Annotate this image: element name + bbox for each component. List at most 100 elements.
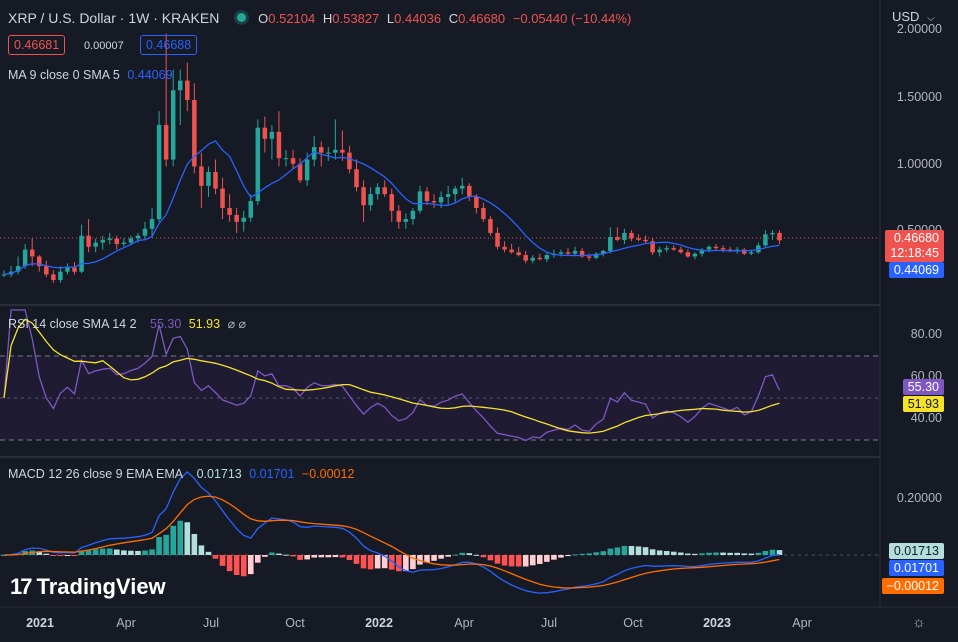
sell-price-button[interactable]: 0.46681: [8, 35, 66, 55]
macd-histogram-bar: [431, 555, 437, 561]
macd-histogram-bar: [269, 552, 275, 555]
macd-histogram-bar: [332, 555, 339, 558]
candle-body: [58, 271, 63, 280]
ma-label[interactable]: MA 9 close 0 SMA 5: [8, 68, 120, 82]
candle-body: [593, 253, 599, 258]
time-tick: 2023: [703, 616, 731, 630]
candle-body: [720, 248, 726, 250]
candle-body: [163, 124, 169, 160]
candle-body: [199, 166, 204, 186]
ma-legend[interactable]: MA 9 close 0 SMA 5 0.44069: [8, 68, 177, 82]
macd-label[interactable]: MACD 12 26 close 9 EMA EMA: [8, 467, 184, 481]
candle-body: [156, 124, 162, 220]
macd-histogram-bar: [135, 550, 141, 555]
candle-body: [37, 256, 42, 267]
currency-label[interactable]: USD: [892, 9, 920, 24]
macd-histogram-bar: [71, 555, 78, 556]
candle-body: [474, 196, 479, 208]
macd-hist-tag: 0.01713: [888, 543, 944, 559]
macd-histogram-bar: [1, 555, 7, 556]
candle-body: [502, 246, 507, 250]
candle-body: [530, 257, 535, 261]
candle-body: [290, 158, 296, 164]
macd-histogram-bar: [318, 555, 325, 558]
macd-histogram-bar: [106, 548, 113, 555]
candlestick-series: [1, 33, 782, 283]
rsi-tick: 80.00: [910, 327, 942, 341]
macd-histogram-bar: [537, 555, 543, 564]
candle-body: [424, 191, 430, 202]
last-price-tag: 0.46680 12:18:45: [885, 230, 944, 262]
macd-histogram-bar: [353, 555, 360, 564]
macd-histogram-bar: [663, 551, 670, 555]
candle-body: [304, 159, 310, 181]
macd-histogram-bar: [692, 553, 698, 555]
macd-tick: 0.20000: [896, 491, 942, 505]
macd-histogram-bar: [480, 555, 487, 558]
macd-histogram-bar: [297, 555, 303, 560]
candle-body: [586, 256, 592, 258]
candle-body: [333, 149, 338, 153]
macd-histogram-bar: [642, 547, 649, 555]
currency-selector[interactable]: USD ⌵: [892, 9, 939, 24]
candle-body: [227, 208, 232, 215]
candle-body: [128, 238, 134, 243]
rsi-line: [3, 309, 781, 442]
macd-histogram-bar: [262, 555, 268, 557]
candle-body: [438, 196, 444, 203]
candle-body: [340, 149, 345, 153]
candle-body: [572, 250, 578, 254]
candle-body: [495, 232, 500, 247]
candle-body: [692, 253, 698, 257]
candle-body: [170, 90, 176, 160]
candle-body: [213, 172, 218, 189]
macd-histogram-bar: [586, 553, 592, 555]
symbol-legend[interactable]: XRP / U.S. Dollar · 1W · KRAKEN O0.52104…: [8, 10, 639, 26]
macd-histogram-bar: [360, 555, 367, 569]
time-tick: 2021: [26, 616, 54, 630]
candle-body: [283, 158, 289, 160]
macd-histogram-bar: [410, 555, 416, 570]
last-price-value: 0.46680: [893, 231, 939, 245]
rsi-tag: 55.30: [902, 379, 944, 395]
rsi-legend[interactable]: RSI 14 close SMA 14 2 55.30 51.93 ⌀ ⌀: [8, 316, 250, 331]
macd-histogram-bar: [255, 555, 261, 563]
macd-histogram-bar: [396, 555, 402, 572]
macd-histogram-bar: [487, 555, 494, 561]
macd-histogram-bar: [367, 555, 374, 570]
tradingview-logo[interactable]: 17 TradingView: [10, 574, 170, 600]
candle-body: [452, 188, 458, 195]
candle-body: [1, 274, 7, 276]
candle-body: [368, 194, 373, 206]
symbol-title[interactable]: XRP / U.S. Dollar · 1W · KRAKEN: [8, 10, 220, 26]
time-tick: 2022: [365, 616, 393, 630]
macd-value: 0.01701: [249, 467, 295, 481]
macd-histogram-bar: [57, 555, 64, 556]
rsi-value: 55.30: [150, 317, 182, 331]
candle-body: [382, 187, 387, 195]
rsi-sma-value: 51.93: [188, 317, 221, 331]
macd-histogram-bar: [85, 550, 92, 555]
macd-histogram-bar: [508, 555, 515, 567]
macd-histogram-bar: [346, 555, 353, 560]
buy-price-button[interactable]: 0.46688: [140, 35, 198, 55]
candle-body: [22, 249, 28, 267]
ma-price-tag: 0.44069: [888, 262, 944, 278]
macd-histogram-bar: [459, 552, 466, 555]
macd-histogram-bar: [240, 555, 247, 577]
macd-histogram-bar: [424, 555, 430, 563]
price-tick: 1.50000: [896, 90, 942, 104]
macd-histogram-bar: [226, 555, 233, 572]
candle-body: [460, 185, 465, 189]
candle-body: [488, 219, 493, 233]
candle-body: [431, 201, 437, 203]
ma-line: [3, 140, 780, 276]
price-tick: 1.00000: [896, 157, 942, 171]
rsi-label[interactable]: RSI 14 close SMA 14 2: [8, 317, 137, 331]
rsi-sma-tag: 51.93: [902, 396, 944, 412]
settings-gear-icon[interactable]: ☼: [912, 614, 926, 631]
macd-legend[interactable]: MACD 12 26 close 9 EMA EMA 0.01713 0.017…: [8, 467, 358, 481]
time-tick: Jul: [203, 616, 219, 630]
